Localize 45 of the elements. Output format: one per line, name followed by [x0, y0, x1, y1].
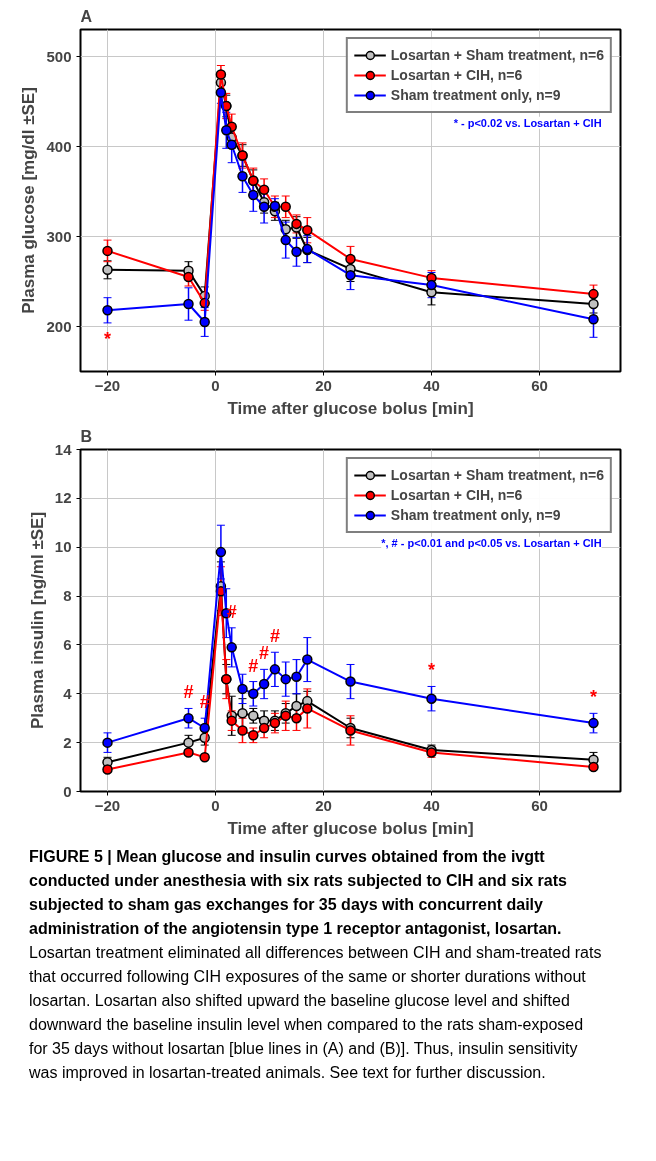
- annotation: *: [590, 687, 598, 708]
- x-tick-label: 60: [531, 796, 548, 814]
- chart-title: B: [80, 427, 93, 445]
- y-tick-label: 300: [46, 227, 72, 245]
- x-tick-label: 0: [211, 796, 220, 814]
- y-axis-title: Plasma glucose [mg/dl ±SE]: [19, 87, 39, 314]
- y-tick-label: 2: [63, 733, 72, 751]
- y-axis-title: Plasma insulin [ng/ml ±SE]: [27, 511, 47, 730]
- y-tick-label: 200: [46, 317, 72, 335]
- x-tick-label: 20: [315, 796, 332, 814]
- legend-label: Losartan + CIH, n=6: [390, 487, 523, 503]
- annotation: #: [269, 626, 280, 647]
- caption: FIGURE 5 | Mean glucose and insulin curves obtained from the ivgtt conducted under anesthesia with six rats subjected to CIH and six rats subjected to sham gas exchanges for 35 days with concurrent daily administration of the angiotensin type 1 receptor antagonist, losartan.: [29, 848, 567, 937]
- annotation: * - p<0.02 vs. Losartan + CIH: [453, 116, 602, 129]
- y-tick-label: 10: [54, 538, 72, 556]
- chart-title: A: [80, 7, 93, 25]
- legend-label: Losartan + CIH, n=6: [390, 67, 523, 83]
- x-tick-label: 40: [423, 376, 440, 394]
- y-tick-label: 12: [54, 489, 72, 507]
- annotation: #: [248, 655, 259, 676]
- y-tick-label: 8: [63, 587, 72, 605]
- text: Losartan treatment eliminated all differences between CIH and sham-treated rats that occurred following CIH exposures of the same or shorter durations without losartan. Losartan also shifted upward the baseline glucose level and shifted downward the baseline insulin level when compared to the rats sham-exposed for 35 days without losartan [blue lines in (A) and (B)]. Thus, insulin sensitivity was improved in losartan-treated animals. See text for further discussion.: [29, 944, 602, 1081]
- y-tick-label: 400: [46, 137, 72, 155]
- x-axis-title: Time after glucose bolus [min]: [227, 398, 474, 418]
- annotation: #: [183, 682, 194, 703]
- annotation: *, # - p<0.01 and p<0.05 vs. Losartan + CIH: [381, 536, 602, 549]
- y-tick-label: 14: [54, 440, 73, 458]
- x-axis-title: Time after glucose bolus [min]: [227, 818, 474, 838]
- legend-label: Losartan + Sham treatment, n=6: [390, 47, 604, 63]
- y-tick-label: 500: [46, 47, 72, 65]
- x-tick-label: 60: [531, 376, 548, 394]
- annotation: #: [259, 643, 270, 664]
- annotation: *: [104, 328, 112, 349]
- x-tick-label: −20: [94, 376, 121, 394]
- x-tick-label: −20: [94, 796, 121, 814]
- legend-label: Sham treatment only, n=9: [390, 87, 561, 103]
- annotation: *: [428, 660, 436, 681]
- legend-label: Losartan + Sham treatment, n=6: [390, 467, 604, 483]
- x-tick-label: 20: [315, 376, 332, 394]
- x-tick-label: 0: [211, 376, 220, 394]
- y-tick-label: 6: [63, 635, 72, 653]
- y-tick-label: 4: [63, 684, 73, 702]
- legend-label: Sham treatment only, n=9: [390, 507, 561, 523]
- x-tick-label: 40: [423, 796, 440, 814]
- y-tick-label: 0: [63, 782, 72, 800]
